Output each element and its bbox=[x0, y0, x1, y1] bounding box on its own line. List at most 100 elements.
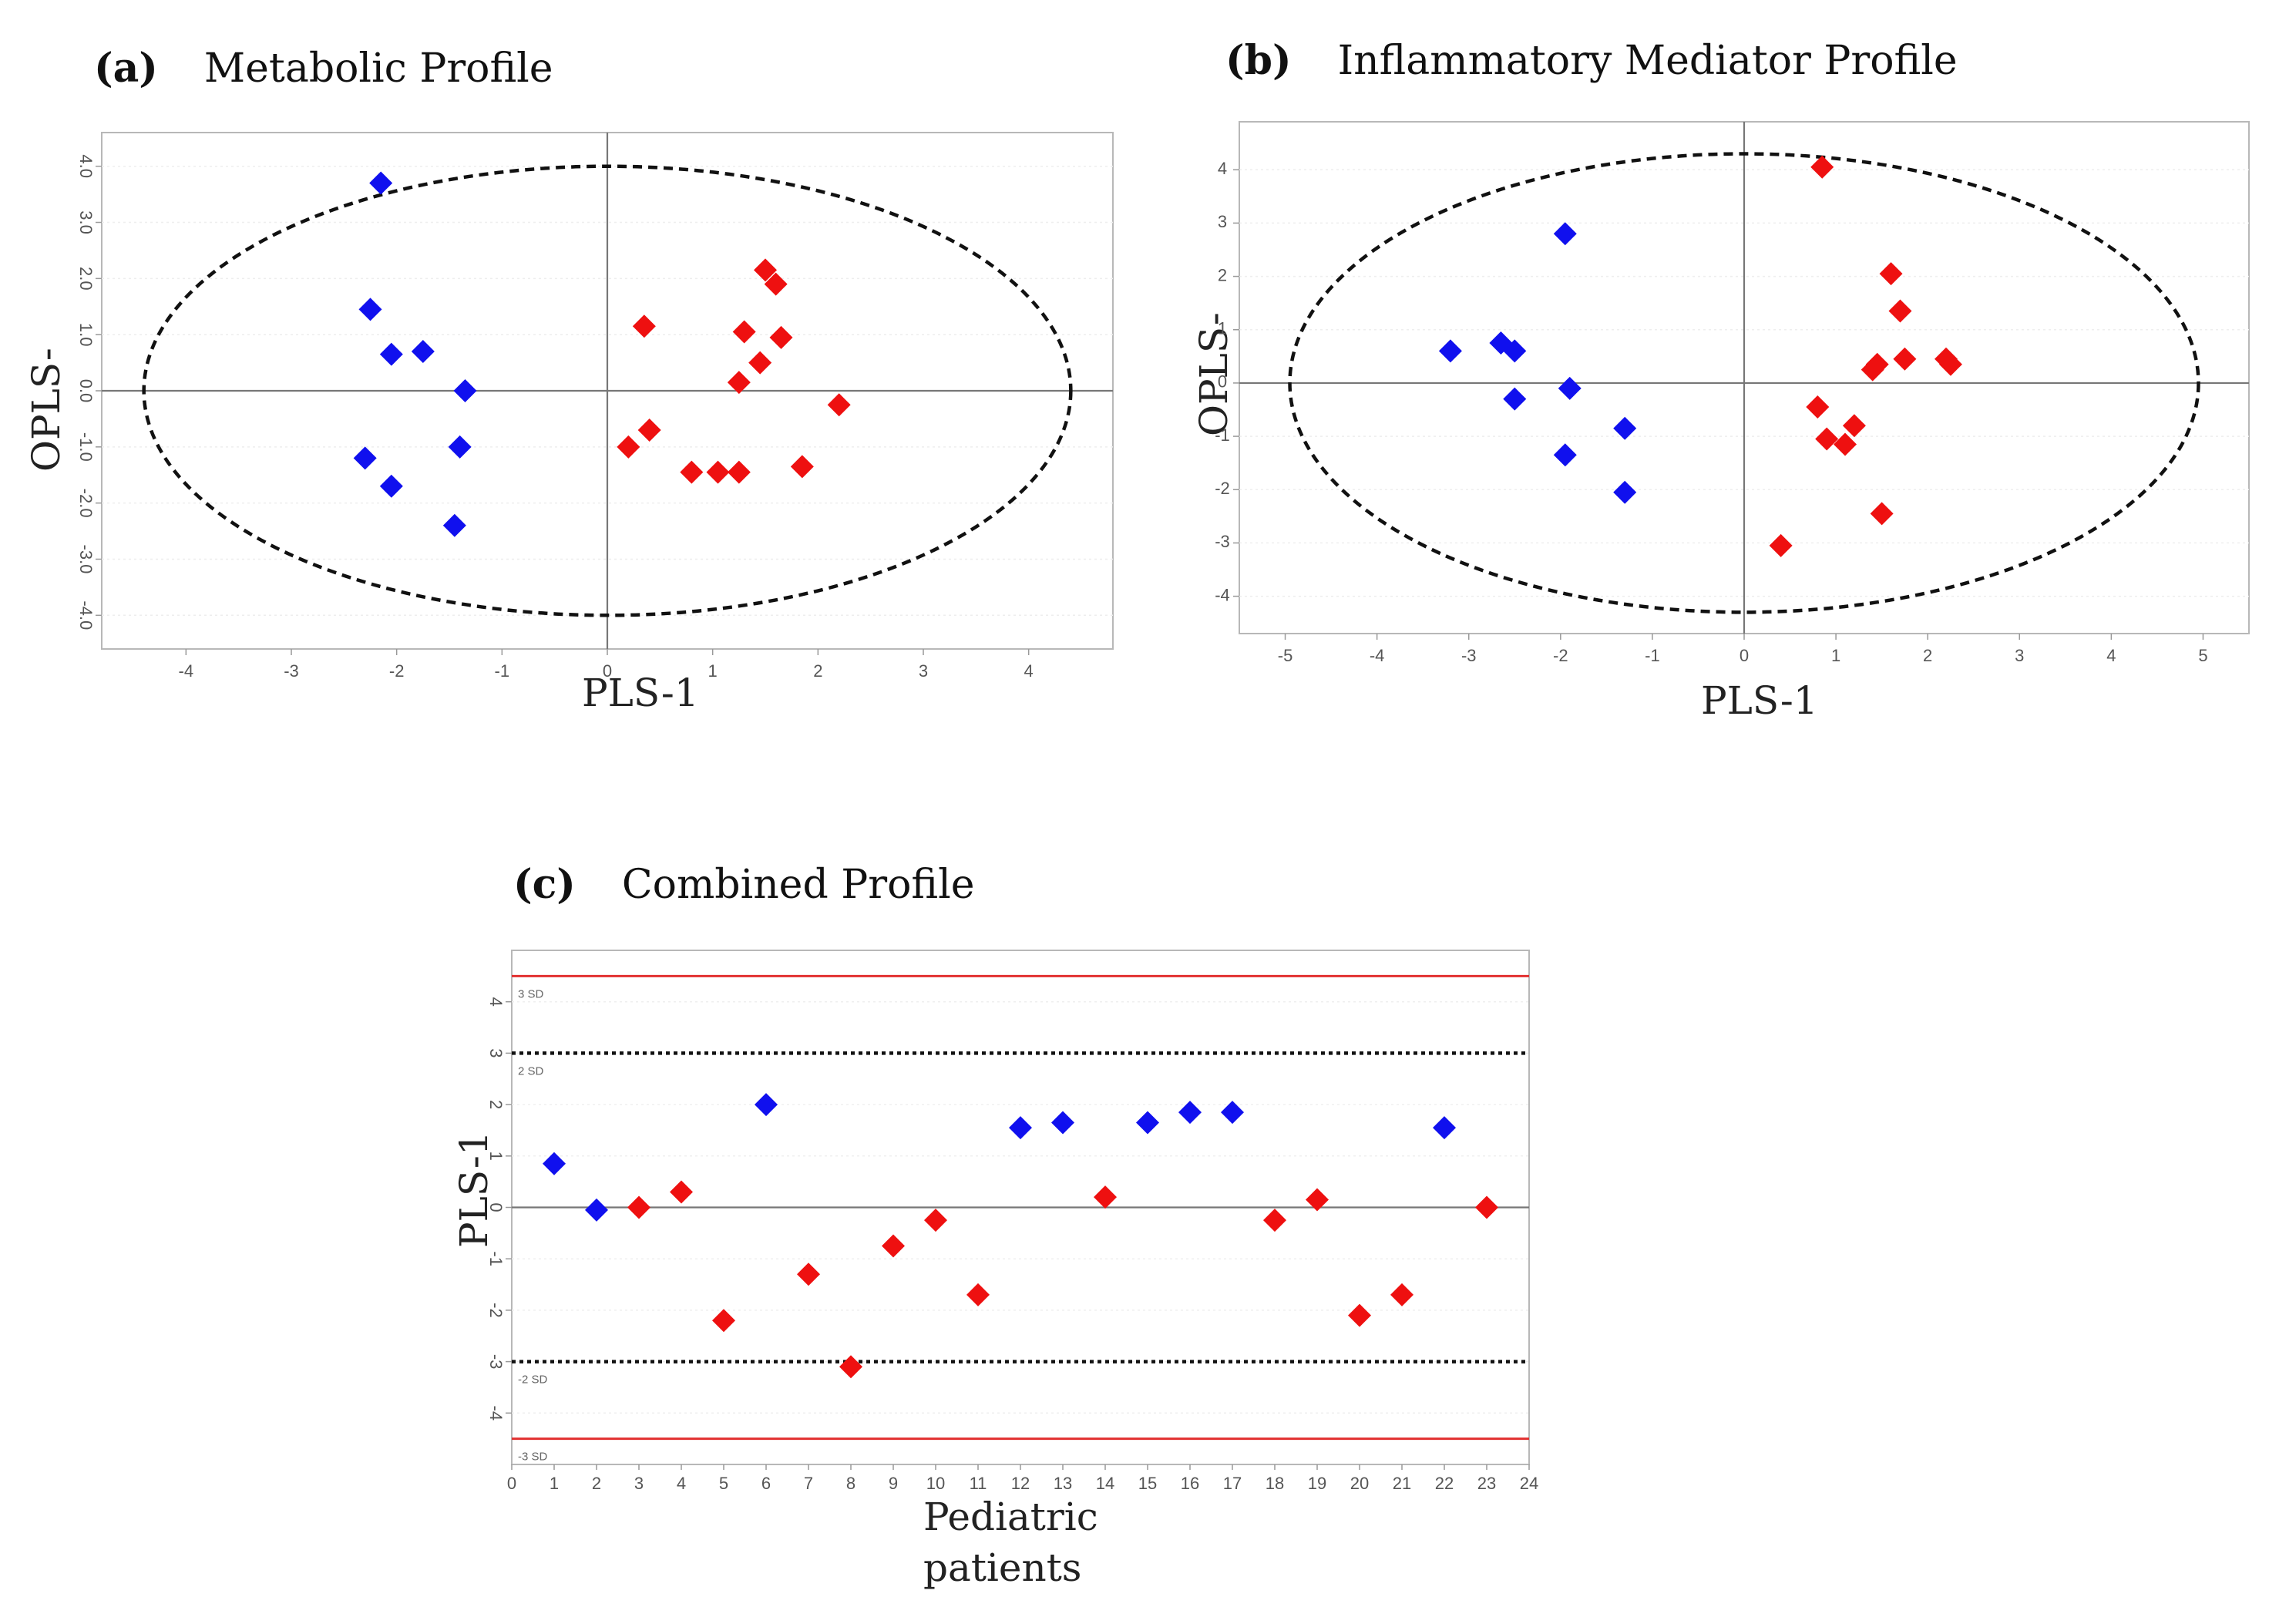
panel-a-x-tick-label: 2 bbox=[813, 661, 822, 681]
panel-a-title: (a) Metabolic Profile bbox=[94, 45, 553, 92]
panel-a-point-group1 bbox=[411, 340, 435, 364]
panel-a-x-tick-label: -4 bbox=[179, 661, 194, 681]
panel-c-x-tick-label: 1 bbox=[550, 1474, 559, 1493]
panel-b-x-tick-label: 2 bbox=[1923, 646, 1932, 665]
panel-a-point-group2 bbox=[732, 320, 756, 344]
panel-c-point-patient-1 bbox=[543, 1152, 566, 1175]
panel-c-x-tick-label: 4 bbox=[677, 1474, 686, 1493]
panel-a-point-group2 bbox=[764, 272, 788, 296]
panel-b-point-group2 bbox=[1870, 502, 1894, 526]
panel-c-point-patient-17 bbox=[1221, 1101, 1244, 1125]
panel-b-point-group2 bbox=[1865, 352, 1889, 376]
panel-b-point-group2 bbox=[1815, 427, 1839, 451]
panel-c-point-patient-22 bbox=[1433, 1116, 1456, 1140]
panel-c-point-patient-6 bbox=[755, 1093, 778, 1117]
panel-c-x-tick-label: 6 bbox=[761, 1474, 771, 1493]
panel-b-y-tick-label: -4 bbox=[1215, 585, 1230, 604]
panel-c-x-tick-label: 9 bbox=[889, 1474, 898, 1493]
panel-c-x-tick-label: 16 bbox=[1181, 1474, 1199, 1493]
panel-b-title-text: Inflammatory Mediator Profile bbox=[1337, 38, 1958, 84]
panel-c-x-tick-label: 5 bbox=[719, 1474, 728, 1493]
panel-c-point-patient-20 bbox=[1348, 1303, 1371, 1327]
panel-a-point-group2 bbox=[706, 460, 730, 484]
panel-c-point-patient-8 bbox=[839, 1355, 862, 1379]
panel-a-plot: -4 -3 -2 -1 0 1 2 3 4 4.0 3.0 2.0 1.0 0.0 -1.0 -2.0 -3.0… bbox=[76, 132, 1114, 681]
panel-b-y-tick-label: -3 bbox=[1215, 532, 1230, 551]
panel-b-point-group2 bbox=[1938, 352, 1962, 376]
panel-a-point-group2 bbox=[617, 435, 640, 459]
panel-c-x-tick-label: 17 bbox=[1223, 1474, 1242, 1493]
panel-a-point-group1 bbox=[448, 435, 472, 459]
panel-b-x-tick-label: 5 bbox=[2198, 646, 2207, 665]
panel-c-x-tick-label: 15 bbox=[1138, 1474, 1157, 1493]
panel-b-y-tick-label: 4 bbox=[1218, 159, 1227, 178]
panel-b-point-group1 bbox=[1553, 222, 1577, 246]
panel-a-confidence-ellipse bbox=[142, 164, 1073, 617]
panel-c-x-tick-label: 23 bbox=[1477, 1474, 1496, 1493]
panel-c-point-patient-19 bbox=[1306, 1188, 1329, 1212]
panel-c-point-patient-5 bbox=[712, 1309, 735, 1333]
panel-c-y-tick-label: -4 bbox=[486, 1406, 506, 1421]
panel-c-x-tick-label: 14 bbox=[1096, 1474, 1114, 1493]
panel-c-x-tick-label: 3 bbox=[634, 1474, 644, 1493]
panel-a-point-group1 bbox=[379, 342, 403, 366]
panel-a-point-group2 bbox=[680, 460, 704, 484]
panel-c-x-tick-label: 20 bbox=[1350, 1474, 1369, 1493]
panel-b-point-group2 bbox=[1806, 395, 1830, 419]
panel-b-x-tick-label: -4 bbox=[1370, 646, 1385, 665]
panel-c-y-tick-label: 1 bbox=[486, 1152, 506, 1161]
panel-a-point-group1 bbox=[369, 171, 393, 195]
panel-b-point-group2 bbox=[1888, 299, 1912, 323]
panel-c-y-tick-label: 3 bbox=[486, 1048, 506, 1057]
panel-b-point-group1 bbox=[1553, 443, 1577, 467]
panel-c-point-patient-2 bbox=[585, 1198, 608, 1222]
panel-a-xlabel: PLS-1 bbox=[582, 671, 699, 715]
panel-c-title: (c) Combined Profile bbox=[513, 861, 975, 908]
panel-b-confidence-ellipse bbox=[1288, 152, 2200, 614]
panel-c-x-tick-label: 2 bbox=[592, 1474, 601, 1493]
panel-c-x-tick-label: 8 bbox=[846, 1474, 855, 1493]
panel-b-x-tick-label: -5 bbox=[1278, 646, 1293, 665]
panel-a-x-tick-label: 1 bbox=[708, 661, 718, 681]
panel-c-xlabel: Pediatric patients bbox=[923, 1491, 1098, 1593]
panel-c-x-tick-label: 11 bbox=[970, 1474, 987, 1493]
panel-b-point-group1 bbox=[1613, 480, 1637, 504]
panel-b-point-group2 bbox=[1879, 262, 1903, 286]
panel-b-point-group1 bbox=[1613, 416, 1637, 440]
panel-c-y-tick-label: -3 bbox=[486, 1354, 506, 1370]
panel-a-y-tick-label: 4.0 bbox=[76, 154, 96, 178]
panel-c-point-patient-23 bbox=[1475, 1195, 1498, 1219]
panel-a-y-tick-label: 2.0 bbox=[76, 267, 96, 291]
panel-c-point-patient-12 bbox=[1009, 1116, 1032, 1140]
panel-b-point-group2 bbox=[1769, 533, 1793, 557]
panel-c-x-tick-label: 24 bbox=[1520, 1474, 1538, 1493]
panel-a-point-group1 bbox=[358, 298, 382, 321]
panel-c-point-patient-7 bbox=[797, 1263, 820, 1286]
panel-c-xlabel-text: Pediatric patients bbox=[923, 1495, 1098, 1590]
panel-a-point-group2 bbox=[632, 314, 656, 338]
panel-b-y-tick-label: -2 bbox=[1215, 479, 1230, 498]
panel-b-xlabel: PLS-1 bbox=[1701, 678, 1818, 723]
panel-c-point-patient-14 bbox=[1094, 1185, 1117, 1209]
panel-c-point-patient-13 bbox=[1051, 1111, 1074, 1135]
panel-c-point-patient-4 bbox=[670, 1180, 693, 1204]
panel-c-y-tick-label: 0 bbox=[486, 1202, 506, 1212]
panel-b-plot: -5 -4 -3 -2 -1 0 1 2 3 4 5 4 3 2 1 0 -1 -2 -3 -4 bbox=[1215, 121, 2250, 665]
panel-a-y-tick-label: -1.0 bbox=[76, 432, 96, 462]
panel-a-point-group2 bbox=[827, 393, 851, 417]
panel-c-sd-label: 3 SD bbox=[518, 987, 544, 1000]
panel-c-point-patient-9 bbox=[882, 1234, 905, 1258]
panel-a-x-tick-label: -3 bbox=[284, 661, 299, 681]
panel-a-point-group1 bbox=[453, 379, 477, 402]
panel-a-x-tick-label: 4 bbox=[1024, 661, 1034, 681]
panel-c-sd-label: -3 SD bbox=[518, 1451, 548, 1464]
panel-a-point-group1 bbox=[379, 474, 403, 498]
panel-a-y-tick-label: 3.0 bbox=[76, 210, 96, 234]
panel-c-y-tick-label: -2 bbox=[486, 1303, 506, 1318]
panel-b-x-tick-label: -1 bbox=[1645, 646, 1660, 665]
panel-c-y-tick-label: 4 bbox=[486, 997, 506, 1007]
panel-a-letter: (a) bbox=[94, 45, 158, 92]
panel-a-point-group2 bbox=[790, 455, 814, 479]
panel-c-point-patient-15 bbox=[1136, 1111, 1159, 1135]
